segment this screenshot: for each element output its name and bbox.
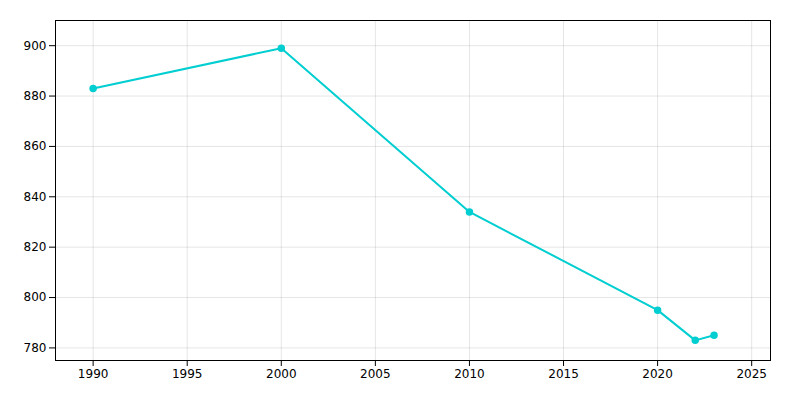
svg-text:2015: 2015	[548, 367, 579, 381]
svg-text:2005: 2005	[360, 367, 391, 381]
svg-text:1995: 1995	[172, 367, 203, 381]
svg-text:2010: 2010	[454, 367, 485, 381]
svg-text:2020: 2020	[642, 367, 673, 381]
svg-text:780: 780	[24, 341, 47, 355]
svg-text:840: 840	[24, 190, 47, 204]
svg-text:2025: 2025	[736, 367, 767, 381]
svg-text:800: 800	[24, 290, 47, 304]
svg-text:2000: 2000	[266, 367, 297, 381]
svg-text:820: 820	[24, 240, 47, 254]
svg-text:880: 880	[24, 89, 47, 103]
svg-text:900: 900	[24, 39, 47, 53]
svg-text:1990: 1990	[78, 367, 109, 381]
svg-text:860: 860	[24, 139, 47, 153]
